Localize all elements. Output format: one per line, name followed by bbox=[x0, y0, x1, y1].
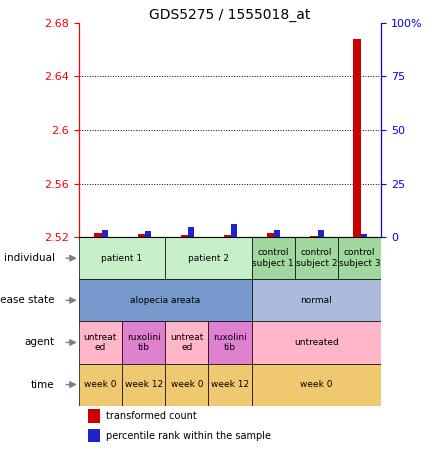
Text: percentile rank within the sample: percentile rank within the sample bbox=[106, 430, 271, 440]
Bar bbox=[338, 237, 381, 279]
Text: untreat
ed: untreat ed bbox=[84, 333, 117, 352]
Text: untreated: untreated bbox=[294, 338, 339, 347]
Bar bbox=[295, 237, 338, 279]
Bar bbox=[88, 410, 100, 423]
Text: patient 2: patient 2 bbox=[188, 254, 229, 263]
Bar bbox=[208, 321, 251, 363]
Text: time: time bbox=[31, 380, 55, 390]
Bar bbox=[79, 279, 251, 321]
Bar bbox=[251, 363, 381, 405]
Bar bbox=[188, 227, 194, 237]
Text: week 12: week 12 bbox=[124, 380, 162, 389]
Text: ruxolini
tib: ruxolini tib bbox=[213, 333, 247, 352]
Bar bbox=[231, 224, 237, 237]
Text: week 12: week 12 bbox=[211, 380, 249, 389]
Bar bbox=[361, 234, 367, 237]
Bar bbox=[165, 363, 208, 405]
Bar bbox=[181, 235, 188, 237]
Text: week 0: week 0 bbox=[84, 380, 117, 389]
Bar bbox=[251, 237, 295, 279]
Text: normal: normal bbox=[300, 296, 332, 305]
Text: disease state: disease state bbox=[0, 295, 55, 305]
Text: control
subject 1: control subject 1 bbox=[252, 249, 294, 268]
Bar bbox=[318, 230, 324, 237]
Bar bbox=[79, 237, 165, 279]
Text: alopecia areata: alopecia areata bbox=[130, 296, 200, 305]
Bar bbox=[251, 321, 381, 363]
Text: transformed count: transformed count bbox=[106, 411, 197, 421]
Bar bbox=[208, 363, 251, 405]
Text: control
subject 2: control subject 2 bbox=[296, 249, 337, 268]
Bar bbox=[102, 230, 108, 237]
Text: individual: individual bbox=[4, 253, 55, 263]
Bar bbox=[275, 230, 280, 237]
Bar bbox=[79, 321, 122, 363]
Bar bbox=[138, 235, 145, 237]
Text: agent: agent bbox=[25, 337, 55, 347]
Bar bbox=[165, 237, 251, 279]
Text: ruxolini
tib: ruxolini tib bbox=[127, 333, 160, 352]
Bar bbox=[145, 231, 151, 237]
Bar bbox=[310, 236, 318, 237]
Title: GDS5275 / 1555018_at: GDS5275 / 1555018_at bbox=[149, 8, 311, 22]
Bar bbox=[79, 363, 122, 405]
Bar bbox=[251, 279, 381, 321]
Text: week 0: week 0 bbox=[300, 380, 332, 389]
Bar bbox=[353, 39, 361, 237]
Bar bbox=[165, 321, 208, 363]
Text: untreat
ed: untreat ed bbox=[170, 333, 204, 352]
Bar bbox=[224, 235, 232, 237]
Text: patient 1: patient 1 bbox=[102, 254, 143, 263]
Bar bbox=[88, 429, 100, 442]
Text: control
subject 3: control subject 3 bbox=[339, 249, 380, 268]
Bar bbox=[122, 321, 165, 363]
Bar bbox=[94, 233, 102, 237]
Bar bbox=[122, 363, 165, 405]
Text: week 0: week 0 bbox=[170, 380, 203, 389]
Bar bbox=[267, 233, 275, 237]
